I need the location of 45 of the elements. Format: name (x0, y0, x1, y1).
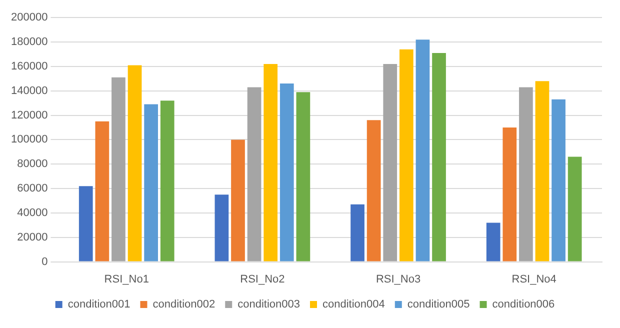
legend-label: condition006 (492, 298, 555, 311)
y-tick-label: 60000 (17, 182, 48, 195)
y-tick-label: 80000 (17, 158, 48, 170)
bar (519, 87, 533, 262)
x-tick-label: RSI_No1 (104, 273, 149, 286)
y-tick-label: 140000 (10, 84, 48, 97)
bar (112, 77, 126, 262)
bar (552, 99, 566, 262)
y-tick-label: 40000 (17, 206, 48, 219)
bar (95, 121, 110, 262)
bar (366, 120, 381, 262)
legend-label: condition005 (407, 298, 470, 311)
bar (568, 156, 582, 262)
bar (399, 49, 414, 262)
legend-label: condition004 (322, 298, 385, 311)
bar (296, 92, 310, 262)
bar (214, 194, 229, 262)
bar (128, 65, 142, 262)
bar (383, 64, 398, 262)
legend-label: condition001 (68, 298, 130, 311)
bar (144, 104, 158, 262)
bar (350, 204, 364, 262)
legend-label: condition003 (238, 298, 300, 311)
bar (78, 186, 93, 262)
bar (502, 127, 517, 262)
y-tick-label: 160000 (10, 60, 48, 72)
legend-label: condition002 (152, 298, 216, 311)
bar (231, 140, 245, 262)
x-tick-label: RSI_No2 (240, 273, 285, 286)
bar (264, 64, 278, 262)
bar (160, 100, 174, 262)
bar (486, 222, 500, 262)
bar (280, 84, 294, 262)
x-tick-label: RSI_No4 (512, 273, 556, 286)
y-tick-label: 200000 (10, 12, 48, 24)
bar (247, 87, 262, 262)
bar (416, 40, 430, 262)
y-tick-label: 0 (42, 256, 48, 268)
bar (432, 53, 446, 262)
bar (535, 81, 550, 262)
y-tick-label: 120000 (10, 109, 48, 122)
y-tick-label: 180000 (10, 36, 48, 48)
y-tick-label: 20000 (17, 231, 48, 244)
x-tick-label: RSI_No3 (376, 273, 421, 286)
y-tick-label: 100000 (10, 134, 48, 146)
